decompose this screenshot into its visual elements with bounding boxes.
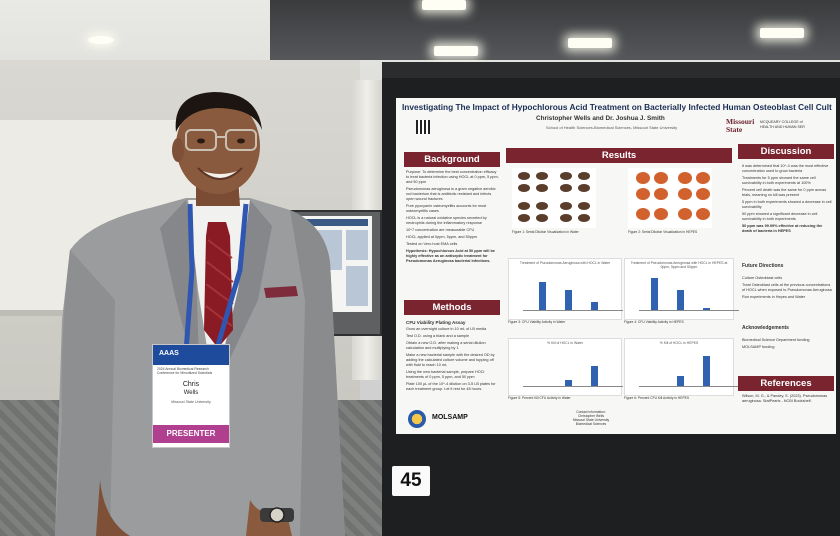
research-poster: Investigating The Impact of Hypochlorous… xyxy=(396,98,836,434)
discussion-text: It was determined that 10^-4 was the mos… xyxy=(742,164,832,233)
badge-org: AAAS xyxy=(159,350,179,357)
qr-code-icon xyxy=(416,120,430,134)
figure-1-plates xyxy=(512,168,596,228)
badge-name: Chris xyxy=(182,381,200,388)
molsamp-logo: MOLSAMP xyxy=(432,414,468,421)
future-header: Future Directions xyxy=(742,263,784,269)
discussion-header: Discussion xyxy=(738,144,834,159)
figure-5-caption: Figure 5: Percent Kill CFU Activity in W… xyxy=(508,396,571,400)
figure-5-chart: % Kill of HOCL in Water xyxy=(508,338,623,396)
badge-header: AAAS xyxy=(153,345,229,365)
ceiling-recess xyxy=(270,0,840,60)
figure-4-caption: Figure 4: CFU Viability Activity in HEPE… xyxy=(624,320,684,324)
poster-school: School of Health Sciences-Biomedical Sci… xyxy=(546,125,678,130)
background-text: Purpose: To determine the best concentra… xyxy=(406,170,499,263)
references-text: Wilson, M. G., & Pandey, S. (2023). Pseu… xyxy=(742,394,828,403)
university-logo: Missouri State xyxy=(726,117,755,134)
background-header: Background xyxy=(404,152,500,167)
future-text: Culture Osteoblast cells Treat Osteoblas… xyxy=(742,276,832,299)
poster-title: Investigating The Impact of Hypochlorous… xyxy=(402,102,832,112)
figure-6-chart: % Kill of HOCL in HEPES xyxy=(624,338,739,396)
badge-event: 2024 Annual Biomedical Research Conferen… xyxy=(157,367,213,375)
results-header: Results xyxy=(506,148,732,163)
references-header: References xyxy=(738,376,834,391)
figure-1-caption: Figure 1: Serial Dilution Visualization … xyxy=(512,230,579,234)
figure-4-chart: Treatment of Pseudomonas Aeruginosa with… xyxy=(624,258,739,320)
ceiling-light xyxy=(760,28,804,38)
ceiling-light xyxy=(88,36,114,44)
ack-header: Acknowledgements xyxy=(742,325,789,331)
figure-3-caption: Figure 3: CFU Viability Activity in Wate… xyxy=(508,320,566,324)
college-logo-text: MCQUEARY COLLEGE of HEALTH AND HUMAN SER xyxy=(760,120,805,129)
ceiling-light xyxy=(434,46,478,56)
figure-2-caption: Figure 2: Serial Dilution Visualization … xyxy=(628,230,698,234)
figure-3-chart: Treatment of Pseudomonas Aeruginosa with… xyxy=(508,258,623,320)
methods-text: CFU Viability Plating Assay Grow an over… xyxy=(406,320,496,391)
poster-board-top xyxy=(382,62,840,82)
presenter-person xyxy=(55,92,345,536)
sponsor-logos: MOLSAMP xyxy=(408,410,528,430)
ceiling-light xyxy=(568,38,612,48)
name-badge: AAAS 2024 Annual Biomedical Research Con… xyxy=(152,344,230,448)
badge-role: PRESENTER xyxy=(153,425,229,443)
figure-6-caption: Figure 6: Percent CFU Kill Activity in H… xyxy=(624,396,690,400)
figure-2-plates xyxy=(628,168,712,228)
ack-text: Biomedical Science Department funding MO… xyxy=(742,338,810,349)
badge-last-name: Wells xyxy=(183,390,199,396)
board-number-sign: 45 xyxy=(392,466,430,496)
badge-school: Missouri State University xyxy=(171,400,211,404)
methods-header: Methods xyxy=(404,300,500,315)
contact-info: Contact information: Christopher Wells M… xyxy=(572,410,610,426)
ceiling-light xyxy=(422,0,466,10)
poster-authors: Christopher Wells and Dr. Joshua J. Smit… xyxy=(536,115,665,122)
nsf-logo-icon xyxy=(408,410,426,428)
